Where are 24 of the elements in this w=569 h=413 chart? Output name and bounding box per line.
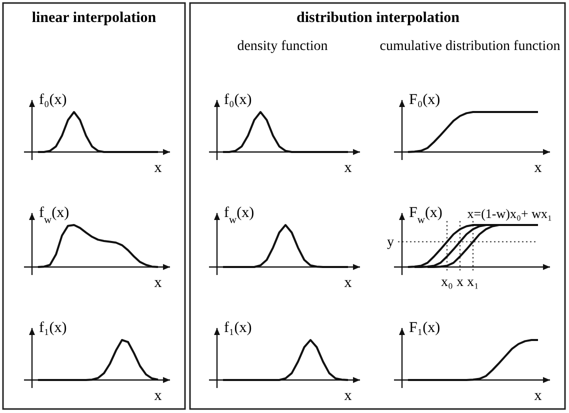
y-axis-title: f₁(x) — [224, 320, 252, 336]
y-axis-title: F$_{w}$(x) — [409, 205, 442, 226]
y-axis-title: F₀(x) — [409, 92, 440, 108]
x-tick-label: x — [456, 275, 464, 290]
chart-subtitle: density function — [237, 39, 328, 54]
x-tick-label: x₁ — [467, 275, 479, 290]
x-axis-title: x — [344, 388, 352, 404]
x-tick-label: x₀ — [441, 275, 454, 290]
x-axis-title: x — [154, 160, 162, 176]
y-axis-title: f$_{w}$(x) — [39, 205, 70, 226]
ref-line-label: y — [387, 234, 394, 250]
x-axis-title: x — [534, 388, 542, 404]
x-axis-title: x — [154, 388, 162, 404]
y-axis-title: f₀(x) — [39, 92, 67, 108]
x-axis-title: x — [344, 160, 352, 176]
chart-title: distribution interpolation — [296, 10, 460, 26]
y-axis-title: f₀(x) — [224, 92, 252, 108]
chart-subtitle: cumulative distribution function — [380, 39, 560, 54]
y-axis-title: f$_{w}$(x) — [224, 205, 254, 226]
chart-title: linear interpolation — [32, 10, 157, 26]
x-axis-title: x — [534, 160, 542, 176]
y-axis-title: F₁(x) — [409, 320, 440, 336]
y-axis-title: f₁(x) — [39, 320, 67, 336]
text: x=(1-w)x₀+ wx₁ — [467, 206, 552, 221]
